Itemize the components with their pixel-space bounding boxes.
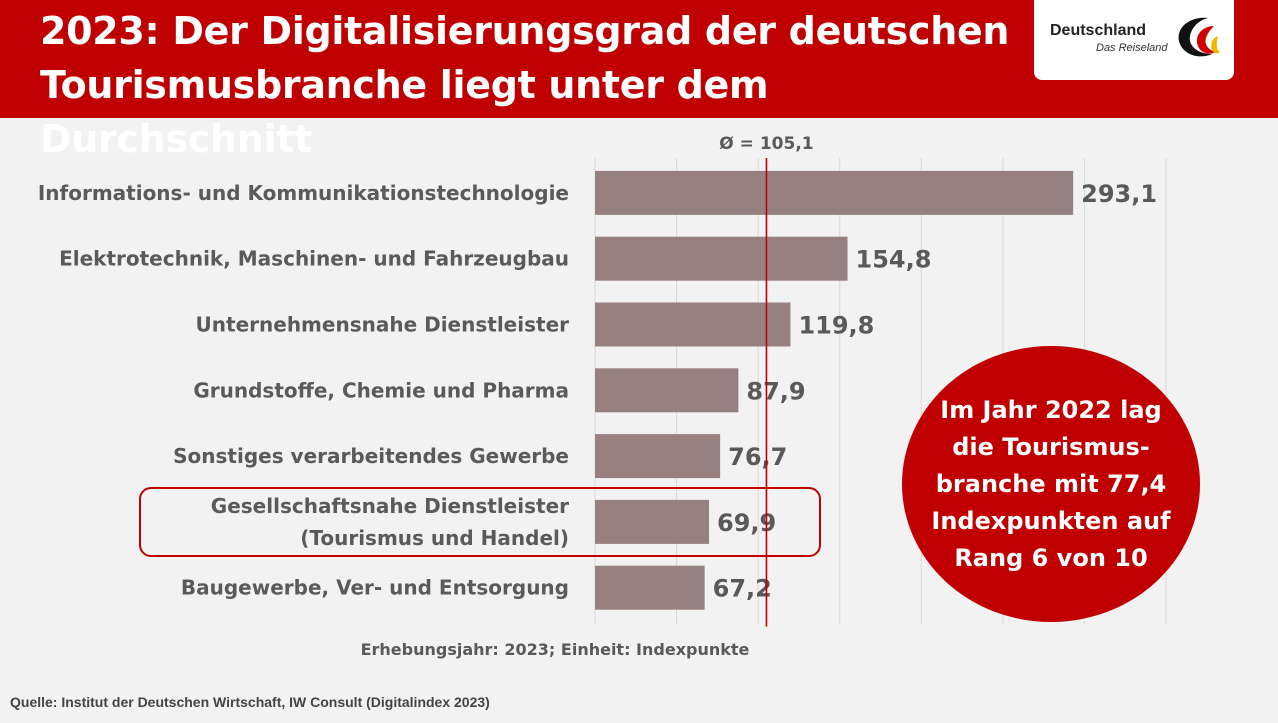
header-banner: 2023: Der Digitalisierungsgrad der deuts… xyxy=(0,0,1278,161)
callout-circle: Im Jahr 2022 lag die Tourismus- branche … xyxy=(902,346,1200,622)
value-label: 119,8 xyxy=(798,312,874,340)
bar xyxy=(595,368,739,413)
category-label: Baugewerbe, Ver- und Entsorgung xyxy=(181,576,569,600)
category-label: Informations- und Kommunikationstechnolo… xyxy=(38,181,569,205)
bar xyxy=(595,499,710,544)
value-label: 67,2 xyxy=(713,575,772,603)
category-label: Sonstiges verarbeitendes Gewerbe xyxy=(173,444,569,468)
logo-swoosh-icon xyxy=(1178,17,1220,57)
bar xyxy=(595,302,791,347)
value-label: 154,8 xyxy=(856,246,932,274)
value-label: 293,1 xyxy=(1081,180,1157,208)
category-label: Grundstoffe, Chemie und Pharma xyxy=(193,378,569,402)
source-note: Quelle: Institut der Deutschen Wirtschaf… xyxy=(10,694,490,710)
bar xyxy=(595,434,721,479)
bar xyxy=(595,170,1074,215)
bar xyxy=(595,565,705,610)
category-label: Gesellschaftsnahe Dienstleister (Tourismu… xyxy=(211,494,569,550)
average-label: Ø = 105,1 xyxy=(719,134,813,154)
value-label: 87,9 xyxy=(746,377,805,405)
bar-chart: Informations- und Kommunikationstechnolo… xyxy=(38,134,1167,627)
logo-name: Deutschland xyxy=(1050,22,1147,39)
page-title: 2023: Der Digitalisierungsgrad der deuts… xyxy=(40,9,1010,161)
logo-tagline: Das Reiseland xyxy=(1096,42,1168,54)
category-label: Elektrotechnik, Maschinen- und Fahrzeugb… xyxy=(59,247,569,271)
value-label: 76,7 xyxy=(728,443,787,471)
chart-footnote: Erhebungsjahr: 2023; Einheit: Indexpunkt… xyxy=(360,640,750,659)
bar xyxy=(595,236,848,281)
category-label: Unternehmensnahe Dienstleister xyxy=(196,313,570,337)
logo: Deutschland Das Reiseland xyxy=(1034,0,1234,80)
callout-text: Im Jahr 2022 lag die Tourismus- branche … xyxy=(931,395,1171,572)
highlight-tourism-box xyxy=(139,487,821,557)
